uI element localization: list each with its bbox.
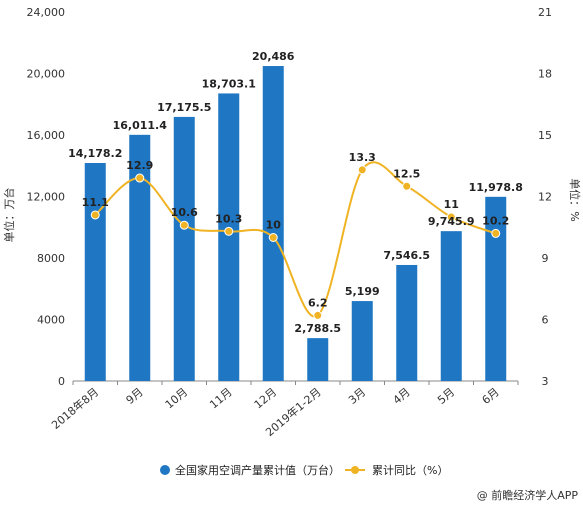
bar-value-label: 11,978.8 (469, 181, 523, 194)
bar-data-labels: 14,178.2 16,011.4 17,175.5 18,703.1 20,486 2,… (68, 50, 523, 335)
bar-value-label: 16,011.4 (113, 119, 168, 132)
bar-value-label: 7,546.5 (383, 249, 430, 262)
line-point (402, 181, 412, 191)
x-tick-label: 6月 (480, 385, 502, 407)
x-tick-label: 4月 (391, 385, 413, 407)
line-point (491, 228, 501, 238)
line-value-label: 11.1 (82, 196, 109, 209)
bar (351, 301, 373, 381)
line-point (268, 233, 278, 242)
line-value-label: 10 (266, 219, 282, 232)
legend-bar-marker (160, 465, 170, 475)
bar (396, 264, 418, 381)
left-axis-label: 单位：万台 (2, 188, 16, 243)
line-path (94, 161, 497, 318)
legend-line-label: 累计同比（%） (372, 464, 448, 477)
right-tick-label: 21 (538, 6, 552, 19)
x-tick-label: 5月 (435, 385, 457, 407)
x-tick-label: 3月 (346, 385, 368, 407)
bar (485, 196, 507, 381)
bar-series (84, 66, 507, 382)
line-value-label: 10.2 (482, 214, 509, 227)
line-point (179, 220, 189, 230)
left-tick-label: 12,000 (27, 191, 66, 204)
bar (218, 93, 240, 382)
line-value-label: 13.3 (349, 151, 376, 164)
bar (440, 231, 462, 381)
bar (173, 116, 195, 381)
left-tick-label: 24,000 (27, 6, 66, 19)
line-value-label: 10.3 (215, 212, 242, 225)
right-tick-label: 15 (538, 129, 552, 142)
line-point (313, 310, 323, 320)
bar (307, 338, 329, 381)
right-tick-label: 3 (542, 375, 549, 388)
x-tick-label: 12月 (252, 385, 280, 411)
legend-line-marker (351, 466, 359, 474)
bar-value-label: 9,745.9 (428, 215, 475, 228)
left-tick-label: 16,000 (27, 129, 66, 142)
bar-value-label: 20,486 (252, 50, 295, 63)
line-value-label: 12.9 (126, 159, 153, 172)
line-value-label: 12.5 (393, 167, 420, 180)
bar (129, 134, 151, 381)
source-credit: @ 前瞻经济学人APP (477, 488, 579, 502)
line-point (224, 226, 234, 236)
left-tick-label: 8000 (37, 252, 65, 265)
bar-value-label: 17,175.5 (157, 101, 211, 114)
bar-value-label: 5,199 (345, 285, 380, 298)
x-tick-label: 9月 (124, 385, 146, 407)
bar-value-label: 18,703.1 (202, 77, 256, 90)
line-point (135, 173, 145, 183)
x-tick-label: 2018年8月 (49, 385, 102, 432)
left-axis-ticks: 0 4000 8000 12,000 16,000 20,000 24,000 (27, 6, 66, 388)
line-value-label: 10.6 (171, 206, 198, 219)
line-value-label: 11 (444, 198, 459, 211)
right-axis-label: 单位：% (568, 178, 582, 221)
left-tick-label: 20,000 (27, 68, 66, 81)
line-point (90, 210, 100, 220)
right-tick-label: 6 (542, 314, 549, 327)
line-point (357, 165, 367, 175)
line-point (446, 212, 456, 222)
right-tick-label: 9 (542, 252, 549, 265)
left-tick-label: 4000 (37, 314, 65, 327)
line-data-labels: 11.1 12.9 10.6 10.3 10 6.2 13.3 12.5 11 10.2 (82, 151, 510, 310)
bar-value-label: 14,178.2 (68, 147, 122, 160)
right-axis-ticks: 3 6 9 12 15 18 21 (538, 6, 552, 388)
bar-value-label: 2,788.5 (294, 322, 341, 335)
bar (262, 66, 284, 382)
line-series (90, 161, 501, 320)
bar (84, 163, 106, 381)
left-tick-label: 0 (58, 375, 65, 388)
axes (72, 380, 519, 385)
x-tick-label: 10月 (163, 385, 191, 411)
line-value-label: 6.2 (308, 296, 328, 309)
legend: 全国家用空调产量累计值（万台） 累计同比（%） (160, 463, 448, 477)
legend-bar-label: 全国家用空调产量累计值（万台） (175, 463, 340, 477)
right-tick-label: 12 (538, 191, 552, 204)
x-tick-label: 11月 (207, 385, 235, 411)
right-tick-label: 18 (538, 68, 552, 81)
